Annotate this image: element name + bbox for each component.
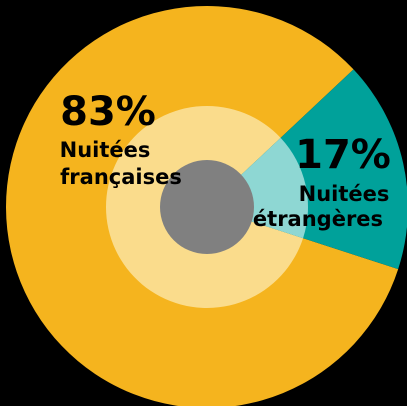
center bbox=[160, 160, 254, 254]
labels: 83%Nuitées françaises 17%Nuitées étrangères bbox=[60, 89, 391, 231]
category-label: Nuitées françaises bbox=[60, 138, 182, 189]
value-label: 17% bbox=[295, 132, 391, 178]
value-label: 83% bbox=[60, 89, 156, 135]
slices bbox=[6, 6, 407, 406]
category-label: Nuitées étrangères bbox=[253, 182, 389, 231]
